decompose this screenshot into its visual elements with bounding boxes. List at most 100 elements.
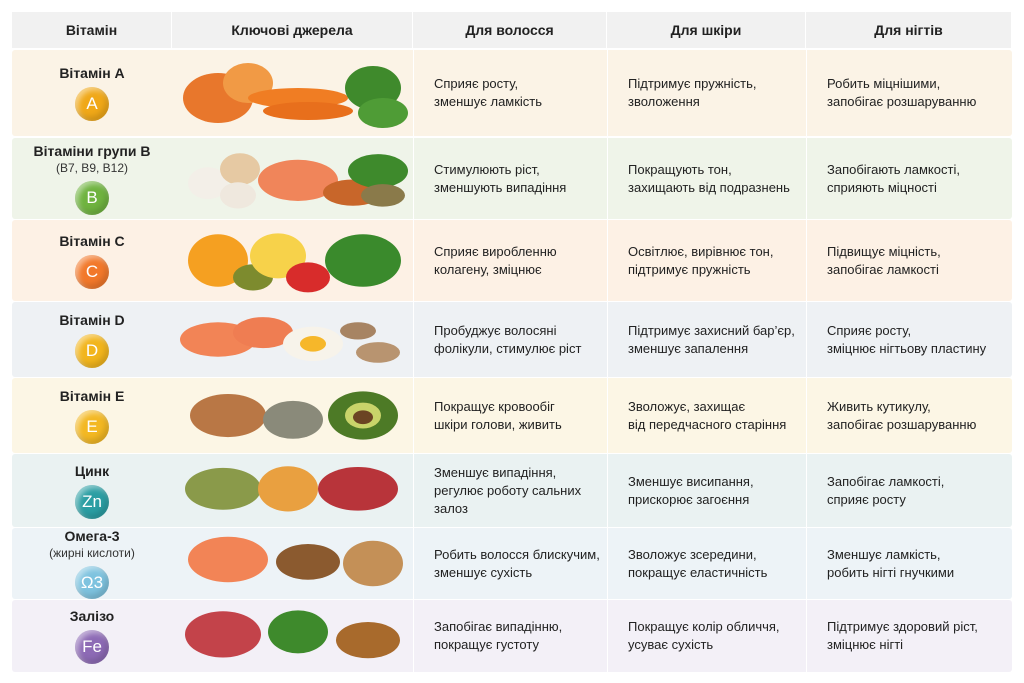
vitamin-cell: Вітамін C C [12, 220, 172, 301]
vitamin-cell: Омега-3 (жирні кислоти) Ω3 [12, 528, 172, 599]
benefit-cell: Підтримує здоровий ріст, зміцнює нігті [806, 600, 1012, 672]
benefit-line: зменшує ламкість [434, 94, 543, 109]
food-image [185, 466, 398, 512]
food-shape [286, 262, 330, 293]
food-shape [188, 167, 228, 200]
row-background [12, 302, 1012, 377]
benefit-cell: Зволожує зсередини, покращує еластичність [607, 528, 806, 599]
food-image [188, 536, 403, 587]
benefit-line: Підвищує міцність, [827, 243, 941, 259]
benefit-cell: Покращують тон, захищають від подразнень [607, 138, 806, 219]
food-shape [348, 154, 408, 188]
benefit-cell: Підтримує пружність, зволоження [607, 50, 806, 136]
vitamin-badge: Ω3 [75, 566, 109, 599]
benefit-line: сприяє росту [827, 491, 906, 507]
vitamin-cell: Вітаміни групи B (B7, B9, B12) B [12, 138, 172, 219]
food-shape [325, 234, 401, 287]
benefit-line: Стимулюють ріст, [434, 161, 540, 177]
food-shape [343, 540, 403, 587]
food-shape [361, 184, 405, 207]
vitamin-name: Вітаміни групи B [33, 142, 151, 159]
food-shape [356, 342, 400, 363]
food-shape [318, 467, 398, 511]
vitamin-subname: (жирні кислоти) [49, 546, 135, 560]
benefit-line: Сприяє росту, [827, 322, 912, 338]
food-image [188, 153, 408, 209]
vitamin-cell: Вітамін A A [12, 50, 172, 136]
row-background [12, 378, 1012, 453]
benefit-line: фолікули, стимулює ріст [434, 340, 582, 356]
header-cell: Ключові джерела [172, 12, 412, 48]
food-image [183, 63, 408, 128]
benefit-line: зволоження [628, 94, 700, 109]
benefit-cell: Зволожує, захищає від передчасного старін… [607, 378, 806, 453]
benefit-cell: Запобігає випадінню, покращує густоту [413, 600, 607, 672]
food-image [185, 610, 400, 659]
vitamin-name: Залізо [69, 608, 115, 624]
food-shape [250, 233, 306, 279]
benefit-cell: Живить кутикулу, запобігає розшаруванню [806, 378, 1012, 453]
benefit-line: Зволожує, захищає [628, 398, 746, 414]
header-cell: Вітамін [12, 12, 171, 48]
benefit-cell: Стимулюють ріст, зменшують випадіння [413, 138, 607, 219]
vitamin-badge: C [75, 254, 109, 289]
row-background [12, 50, 1012, 136]
vitamin-cell: Вітамін D D [12, 302, 172, 377]
food-shape [188, 536, 268, 583]
food-shape [353, 410, 373, 425]
header-cell: Для нігтів [806, 12, 1011, 48]
vitamin-cell: Залізо Fe [12, 600, 172, 672]
benefit-line: від передчасного старіння [628, 416, 787, 432]
benefit-line: Сприяє виробленню [434, 243, 557, 259]
benefit-line: Покращує кровообіг [434, 398, 555, 414]
benefit-cell: Зменшує висипання, прискорює загоєння [607, 454, 806, 527]
benefit-cell: Покращує кровообіг шкіри голови, живить [413, 378, 607, 453]
benefit-cell: Пробуджує волосяні фолікули, стимулює ріс… [413, 302, 607, 377]
benefit-line: Зволожує зсередини, [628, 546, 757, 562]
benefit-line: Покращують тон, [628, 161, 732, 177]
benefit-cell: Запобігає ламкості, сприяє росту [806, 454, 1012, 527]
benefit-line: Пробуджує волосяні [434, 322, 557, 338]
food-image [190, 391, 398, 440]
row-background [12, 528, 1012, 599]
vitamin-cell: Вітамін E E [12, 378, 172, 453]
vitamin-subname: (B7, B9, B12) [55, 160, 129, 175]
benefit-line: Сприяє росту, [434, 76, 519, 91]
benefit-line: зміцнює нігтьову пластину [827, 340, 987, 356]
food-shape [190, 393, 266, 438]
vitamin-badge: B [75, 180, 109, 215]
benefit-line: Зменшує ламкість, [827, 546, 941, 562]
vitamin-name: Вітамін E [59, 387, 125, 404]
benefit-line: прискорює загоєння [628, 491, 750, 507]
benefit-line: захищають від подразнень [628, 179, 790, 195]
food-shape [220, 182, 256, 209]
vitamin-badge: Zn [75, 484, 109, 519]
benefit-cell: Зменшує ламкість, робить нігті гнучкими [806, 528, 1012, 599]
benefit-line: запобігає ламкості [827, 261, 939, 277]
food-shape [220, 153, 260, 186]
benefit-line: зменшують випадіння [434, 179, 567, 195]
food-shape [258, 466, 318, 512]
benefit-cell: Робить міцнішими, запобігає розшаруванню [806, 50, 1012, 136]
row-background [12, 600, 1012, 672]
benefit-cell: Сприяє виробленню колагену, зміцнює [413, 220, 607, 301]
header-cell: Для шкіри [607, 12, 805, 48]
row-background [12, 138, 1012, 219]
benefit-line: усуває сухість [628, 637, 714, 652]
benefit-line: Підтримує захисний бар’єр, [628, 322, 795, 338]
benefit-line: підтримує пружність [628, 261, 751, 277]
benefit-line: шкіри голови, живить [434, 416, 562, 432]
vitamin-name: Вітамін C [59, 232, 125, 249]
benefit-line: зміцнює нігті [827, 637, 904, 652]
benefit-line: зменшує запалення [628, 340, 749, 356]
vitamin-name: Вітамін A [59, 65, 125, 81]
benefit-line: регулює роботу сальних [434, 482, 582, 498]
vitamin-name: Омега-3 [64, 528, 120, 544]
benefit-line: запобігає розшаруванню [827, 416, 977, 432]
food-shape [336, 621, 400, 659]
food-shape [188, 234, 248, 287]
row-background [12, 220, 1012, 301]
row-background [12, 454, 1012, 527]
benefit-line: Освітлює, вирівнює тон, [628, 243, 774, 259]
food-shape [263, 102, 353, 120]
